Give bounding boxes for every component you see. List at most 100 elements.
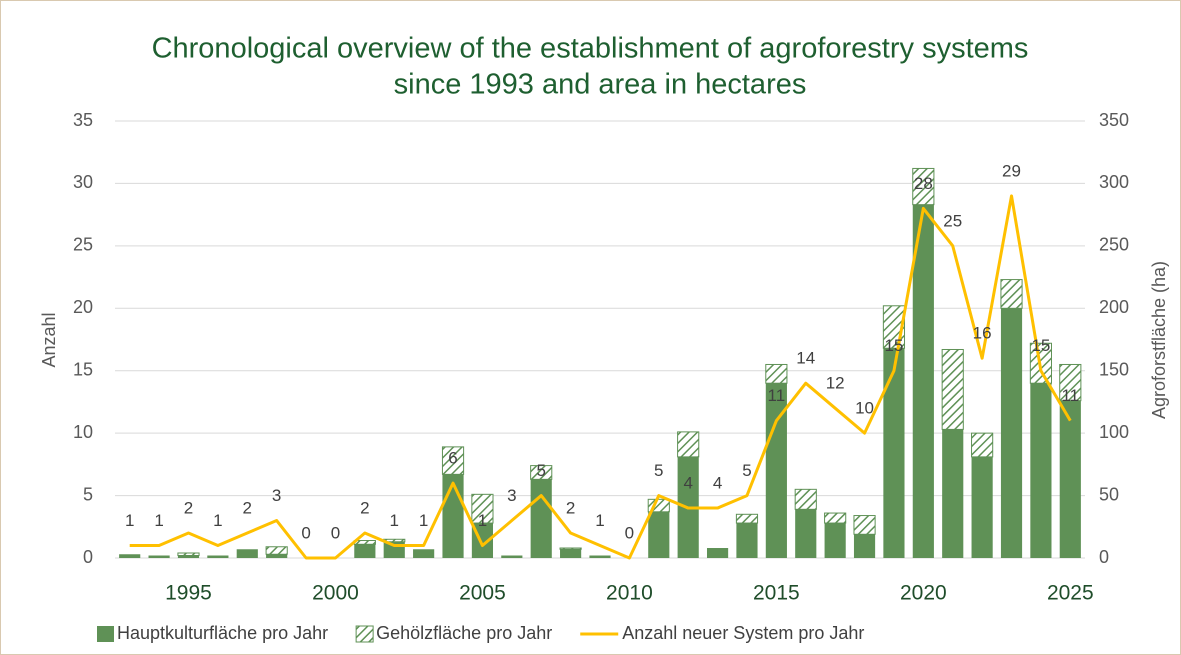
bar: [207, 555, 229, 558]
bar: [501, 555, 523, 558]
data-label: 28: [914, 174, 933, 193]
bar: [148, 555, 170, 558]
hatched-bar: [1000, 279, 1023, 309]
y2-tick-label: 150: [1099, 359, 1129, 379]
bar: [824, 523, 846, 558]
bar: [354, 544, 376, 558]
chart-title: Chronological overview of the establishm…: [152, 33, 1029, 65]
data-label: 1: [154, 511, 163, 530]
y-tick-label: 10: [73, 422, 93, 442]
legend-swatch: [97, 626, 114, 642]
y-tick-label: 0: [83, 547, 93, 567]
hatched-bar: [912, 167, 935, 206]
bar: [648, 511, 670, 558]
data-label: 11: [768, 386, 786, 405]
data-label: 4: [713, 474, 722, 493]
x-tick-label: 2010: [606, 582, 653, 605]
hatched-bar: [853, 515, 876, 535]
data-label: 5: [536, 461, 545, 480]
y2-tick-label: 350: [1099, 110, 1129, 130]
bar: [442, 474, 464, 558]
data-label: 12: [826, 374, 845, 393]
y2-tick-label: 200: [1099, 297, 1129, 317]
data-label: 0: [301, 523, 310, 542]
y2-tick-label: 50: [1099, 484, 1119, 504]
legend-swatch: [355, 625, 374, 643]
y2-tick-label: 250: [1099, 235, 1129, 255]
data-label: 1: [478, 511, 487, 530]
hatched-bar: [265, 546, 288, 555]
bar: [1030, 383, 1052, 558]
x-tick-label: 2005: [459, 582, 506, 605]
bar: [266, 554, 288, 558]
y2-tick-label: 0: [1099, 547, 1109, 567]
hatched-bar: [441, 446, 465, 475]
bar: [236, 549, 258, 558]
hatched-bar: [559, 547, 582, 550]
y-tick-label: 35: [73, 110, 93, 130]
x-tick-label: 1995: [165, 582, 212, 605]
data-label: 2: [243, 499, 252, 518]
data-label: 2: [360, 499, 369, 518]
bar: [177, 555, 200, 558]
legend-label: Anzahl neuer System pro Jahr: [622, 623, 864, 643]
y2-tick-label: 100: [1099, 422, 1129, 442]
data-label: 2: [566, 499, 575, 518]
y-tick-label: 15: [73, 359, 93, 379]
hatched-bar: [530, 465, 553, 480]
data-label: 1: [419, 511, 428, 530]
bar: [971, 456, 993, 558]
data-label: 10: [855, 399, 874, 418]
data-label: 1: [125, 511, 134, 530]
bar: [765, 383, 787, 558]
bar: [560, 549, 582, 558]
data-label: 29: [1002, 161, 1021, 180]
data-label: 3: [272, 486, 281, 505]
legend-label: Hauptkulturfläche pro Jahr: [117, 623, 328, 643]
hatched-bar: [794, 488, 817, 510]
data-label: 1: [213, 511, 222, 530]
data-label: 1: [390, 511, 399, 530]
data-label: 0: [625, 523, 634, 542]
bar: [589, 555, 611, 558]
hatched-bar: [677, 431, 700, 458]
bar: [1059, 400, 1081, 558]
bar: [853, 534, 876, 558]
hatched-bar: [471, 493, 494, 524]
y2-tick-label: 300: [1099, 172, 1129, 192]
bar: [530, 479, 552, 558]
y-tick-label: 20: [73, 297, 93, 317]
hatched-bar: [735, 513, 759, 524]
data-label: 5: [654, 461, 663, 480]
bar: [912, 204, 934, 558]
x-tick-label: 2020: [900, 582, 947, 605]
data-label: 11: [1061, 386, 1079, 405]
data-label: 15: [1031, 336, 1050, 355]
data-label: 2: [184, 499, 193, 518]
bar: [736, 523, 758, 558]
bar: [119, 554, 141, 558]
y-tick-label: 25: [73, 235, 93, 255]
hatched-bar: [824, 512, 847, 524]
x-tick-label: 2000: [312, 582, 359, 605]
bar: [795, 509, 817, 558]
data-label: 1: [595, 511, 604, 530]
y2-axis-title: Agroforstfläche (ha): [1149, 261, 1169, 419]
bar: [413, 549, 435, 558]
legend-label: Gehölzfläche pro Jahr: [376, 623, 552, 643]
hatched-bar: [941, 348, 964, 430]
bar: [1000, 308, 1023, 558]
data-label: 6: [448, 449, 457, 468]
hatched-bar: [1059, 363, 1082, 402]
data-label: 15: [884, 336, 903, 355]
bar: [706, 548, 729, 558]
hatched-bar: [765, 363, 788, 384]
y-tick-label: 30: [73, 172, 93, 192]
data-label: 14: [796, 349, 815, 368]
data-label: 0: [331, 523, 340, 542]
line: [129, 194, 1072, 560]
x-tick-label: 2025: [1047, 582, 1094, 605]
x-tick-label: 2015: [753, 582, 800, 605]
data-label: 3: [507, 486, 516, 505]
